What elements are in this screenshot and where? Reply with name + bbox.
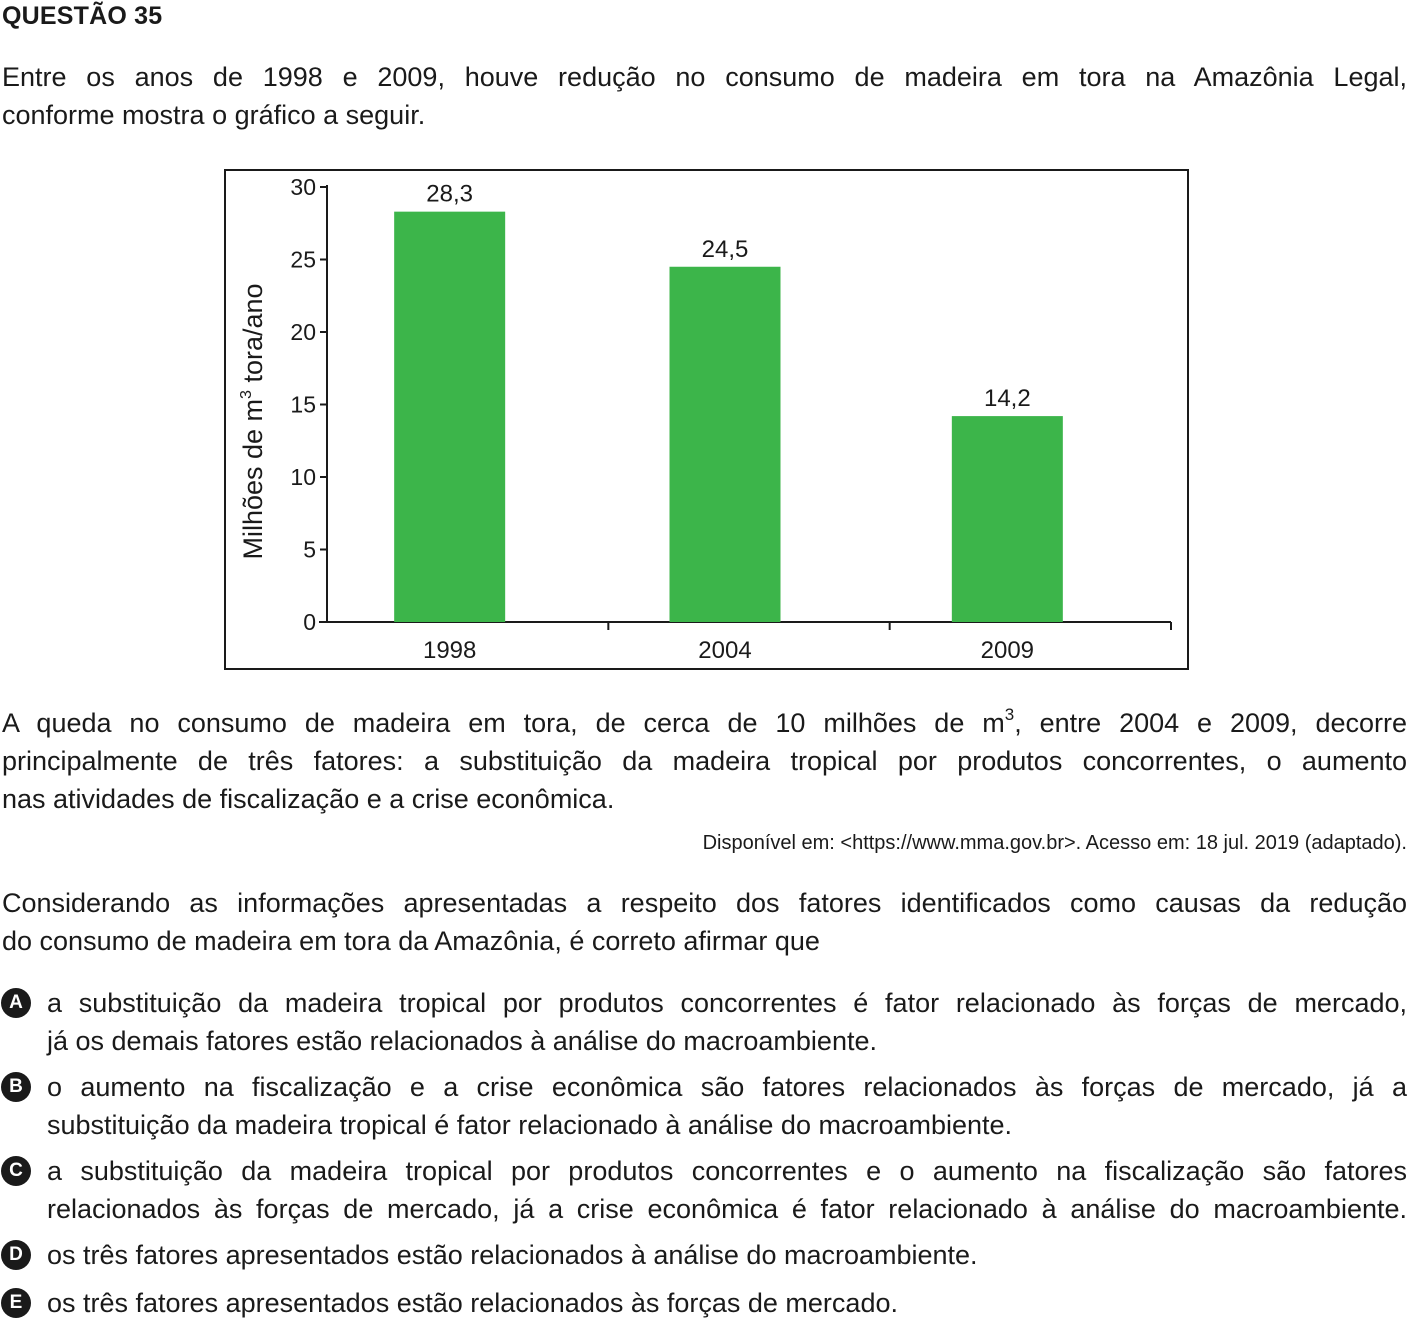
- intro-paragraph: Entre os anos de 1998 e 2009, houve redu…: [2, 58, 1407, 134]
- intro-line: conforme mostra o gráfico a seguir.: [2, 100, 426, 130]
- chart-frame: 0 5 10 15 20 25 30 Milhões de m3 tora/ano 28,3 19…: [224, 169, 1189, 670]
- prompt-paragraph: Considerando as informações apresentadas…: [2, 884, 1407, 960]
- y-tick-label: 10: [290, 464, 316, 490]
- y-tick-label: 25: [290, 247, 316, 273]
- body-line: principalmente de três fatores: a substi…: [2, 746, 1407, 776]
- option-line: substituição da madeira tropical é fator…: [47, 1110, 1013, 1140]
- option-text: o aumento na fiscalização e a crise econ…: [47, 1068, 1407, 1144]
- option-letter-badge: C: [1, 1156, 31, 1186]
- option-line: a substituição da madeira tropical por p…: [47, 988, 1407, 1018]
- question-title: QUESTÃO 35: [2, 2, 163, 30]
- body-paragraph: A queda no consumo de madeira em tora, d…: [2, 704, 1407, 818]
- prompt-line: do consumo de madeira em tora da Amazôni…: [2, 926, 820, 956]
- option-line: o aumento na fiscalização e a crise econ…: [47, 1072, 1407, 1102]
- bar-1998: [394, 211, 506, 622]
- y-tick-label: 30: [290, 174, 316, 200]
- y-axis-label-superscript: 3: [238, 390, 255, 399]
- option-line: já os demais fatores estão relacionados …: [47, 1026, 877, 1056]
- y-axis-label-text: Milhões de m: [238, 399, 268, 560]
- source-citation: Disponível em: <https://www.mma.gov.br>.…: [702, 832, 1407, 854]
- bar-value-label: 24,5: [702, 236, 749, 263]
- y-tick-label: 15: [290, 392, 316, 418]
- body-line: nas atividades de fiscalização e a crise…: [2, 784, 615, 814]
- bar-chart: 0 5 10 15 20 25 30 Milhões de m3 tora/ano 28,3 19…: [238, 174, 1172, 664]
- option-line: relacionados às forças de mercado, já a …: [47, 1194, 1407, 1224]
- option-letter-badge: E: [1, 1288, 31, 1318]
- option-text: os três fatores apresentados estão relac…: [47, 1236, 1407, 1274]
- bar-2009: [951, 416, 1063, 622]
- body-line1-tail: , entre 2004 e 2009, decorre: [1014, 708, 1407, 738]
- x-tick-label: 2004: [698, 637, 751, 664]
- option-line: os três fatores apresentados estão relac…: [47, 1240, 978, 1270]
- option-letter-badge: A: [1, 988, 31, 1018]
- y-axis-label-tail: tora/ano: [238, 283, 268, 390]
- option-letter-badge: B: [1, 1072, 31, 1102]
- option-letter-badge: D: [1, 1240, 31, 1270]
- intro-line: Entre os anos de 1998 e 2009, houve redu…: [2, 62, 1407, 92]
- option-text: a substituição da madeira tropical por p…: [47, 984, 1407, 1060]
- y-tick-label: 0: [303, 609, 316, 635]
- body-line1-text: A queda no consumo de madeira em tora, d…: [2, 708, 1005, 738]
- option-line: a substituição da madeira tropical por p…: [47, 1156, 1407, 1186]
- option-line: os três fatores apresentados estão relac…: [47, 1288, 898, 1318]
- y-tick-label: 20: [290, 319, 316, 345]
- y-axis-label: Milhões de m3 tora/ano: [238, 283, 268, 559]
- x-tick-label: 2009: [981, 637, 1034, 664]
- x-tick-label: 1998: [423, 637, 476, 664]
- body-line: A queda no consumo de madeira em tora, d…: [2, 704, 1407, 742]
- option-text: os três fatores apresentados estão relac…: [47, 1284, 1407, 1322]
- body-superscript: 3: [1004, 705, 1015, 724]
- bar-2004: [669, 266, 781, 622]
- prompt-line: Considerando as informações apresentadas…: [2, 888, 1407, 918]
- bar-value-label: 28,3: [426, 181, 473, 208]
- bar-value-label: 14,2: [984, 385, 1031, 412]
- option-text: a substituição da madeira tropical por p…: [47, 1152, 1407, 1228]
- y-tick-label: 5: [303, 537, 316, 563]
